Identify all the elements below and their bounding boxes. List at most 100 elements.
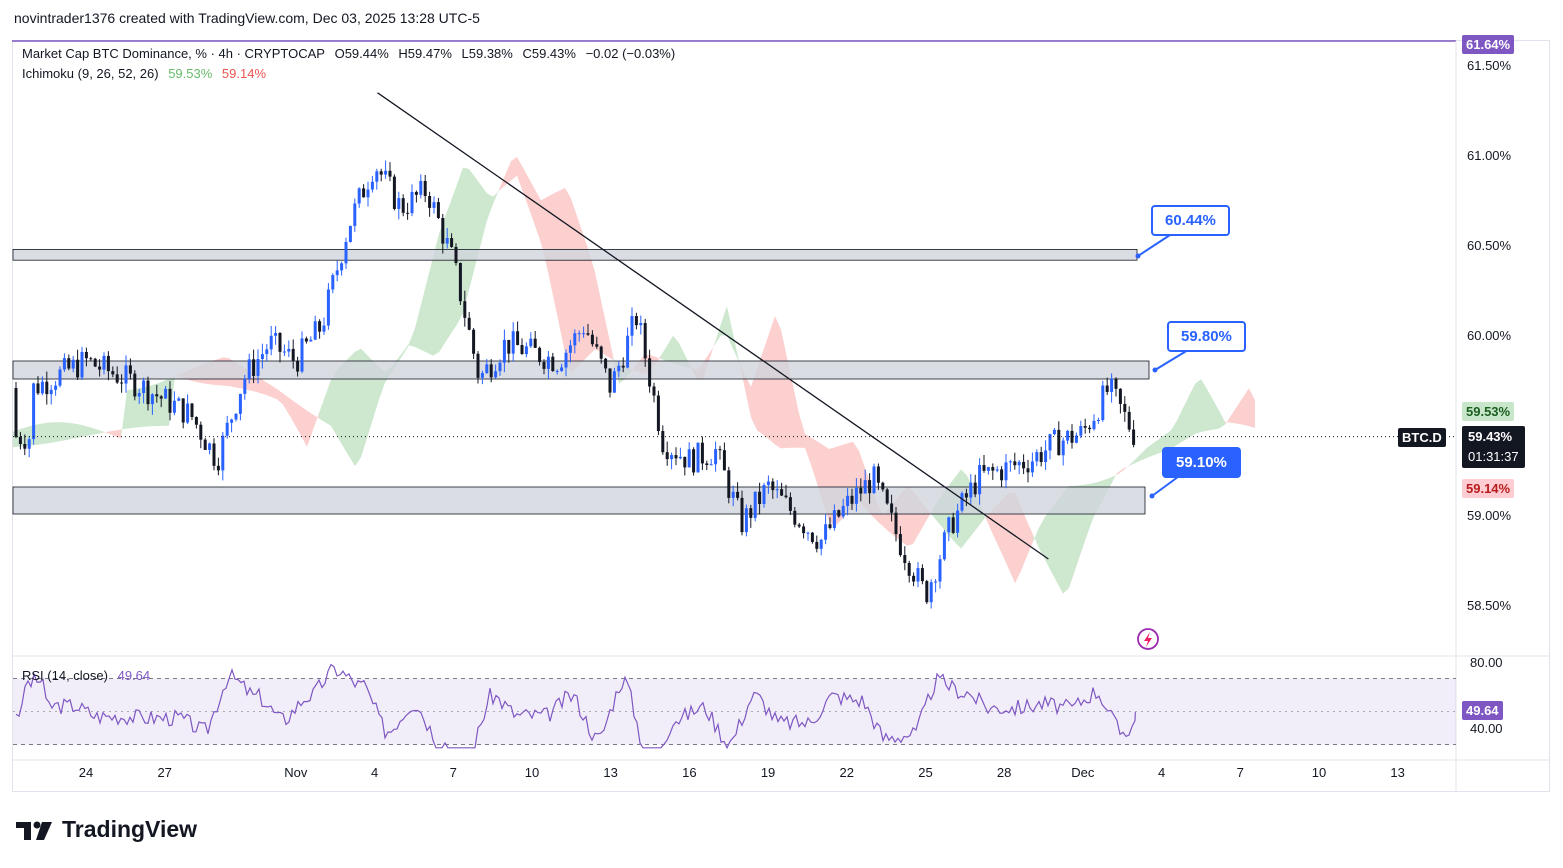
candle-body: [573, 333, 577, 346]
cloud-segment: [991, 505, 997, 544]
candle-body: [159, 396, 163, 399]
candle-body: [98, 366, 102, 370]
symbol-legend[interactable]: Market Cap BTC Dominance, % · 4h · CRYPT…: [22, 46, 681, 61]
candle-body: [362, 188, 366, 198]
candle-body: [313, 321, 317, 340]
candle-body: [722, 450, 726, 471]
cloud-segment: [283, 393, 289, 415]
cloud-segment: [1231, 406, 1237, 424]
candle-body: [802, 526, 806, 534]
ichimoku-legend[interactable]: Ichimoku (9, 26, 52, 26) 59.53% 59.14%: [22, 66, 272, 81]
cloud-segment: [763, 333, 769, 440]
candle-body: [749, 508, 753, 518]
candle-body: [639, 323, 643, 326]
cloud-segment: [157, 381, 163, 426]
candle-body: [128, 365, 132, 374]
candle-body: [947, 517, 951, 533]
candle-body: [256, 358, 260, 376]
candle-body: [964, 493, 968, 498]
candle-body: [898, 534, 902, 556]
cloud-segment: [577, 216, 583, 368]
candle-body: [379, 171, 383, 175]
candle-body: [124, 365, 128, 384]
time-tick: 19: [761, 765, 775, 780]
candle-body: [630, 316, 634, 336]
cloud-segment: [79, 424, 85, 438]
rsi-legend[interactable]: RSI (14, close) 49.64: [22, 668, 156, 683]
cloud-segment: [265, 381, 271, 397]
cloud-segment: [589, 251, 595, 356]
candle-body: [1096, 419, 1100, 421]
candle-body: [894, 512, 898, 535]
price-axis[interactable]: 61.50% 61.00% 60.50% 60.00% 59.00% 58.50…: [1467, 58, 1512, 613]
candle-body: [146, 380, 150, 405]
candle-body: [621, 365, 625, 368]
candle-body: [331, 275, 335, 290]
time-axis[interactable]: 24 27 Nov 4 7 10 13 16 19 22 25 28 Dec 4 7 10 13: [79, 765, 1405, 780]
candle-body: [58, 369, 62, 386]
candle-body: [582, 333, 586, 335]
candle-body: [485, 364, 489, 374]
candle-body: [793, 510, 797, 525]
callout-pointer-dot: [1152, 367, 1158, 373]
callout-middle-zone[interactable]: 59.80%: [1167, 321, 1246, 352]
candle-body: [208, 443, 212, 450]
candle-body: [1101, 385, 1105, 420]
candle-body: [1070, 430, 1074, 443]
candle-body: [1017, 461, 1021, 466]
candle-body: [718, 449, 722, 451]
candle-body: [150, 394, 154, 405]
callout-pointer-line: [1137, 234, 1171, 257]
cloud-segment: [571, 198, 577, 374]
cloud-segment: [1147, 443, 1153, 458]
candle-body: [810, 532, 814, 542]
time-tick: 25: [918, 765, 932, 780]
candle-body: [291, 348, 295, 361]
candle-body: [991, 467, 995, 471]
last-price-value: 59.43%: [1468, 429, 1513, 444]
candle-body: [282, 351, 286, 353]
candle-body: [36, 383, 40, 394]
callout-pointer-dot: [1135, 253, 1141, 259]
candle-body: [916, 568, 920, 582]
ohlc-close: C59.43%: [522, 46, 576, 61]
candle-body: [876, 466, 880, 483]
cloud-segment: [1009, 492, 1015, 584]
rsi-axis[interactable]: 80.00 40.00: [1470, 655, 1503, 736]
candle-body: [560, 367, 564, 371]
cloud-segment: [733, 333, 739, 363]
candle-body: [775, 489, 779, 491]
cloud-segment: [799, 413, 805, 448]
candle-body: [278, 332, 282, 352]
candle-body: [1118, 388, 1122, 404]
candle-body: [326, 289, 330, 326]
cloud-segment: [55, 422, 61, 443]
price-tick: 61.00%: [1467, 148, 1512, 163]
candle-body: [23, 443, 27, 449]
callout-upper-zone[interactable]: 60.44%: [1151, 205, 1230, 236]
callout-lower-zone[interactable]: 59.10%: [1162, 447, 1241, 478]
candle-body: [269, 335, 273, 350]
candle-body: [986, 467, 990, 471]
candle-body: [221, 435, 225, 471]
candle-body: [1044, 450, 1048, 463]
cloud-segment: [499, 175, 505, 191]
candle-body: [1074, 435, 1078, 443]
time-tick: 10: [525, 765, 539, 780]
cloud-segment: [349, 351, 355, 467]
candle-body: [678, 456, 682, 459]
alert-icon[interactable]: [1137, 628, 1159, 650]
tradingview-brand[interactable]: TradingView: [16, 816, 197, 843]
candle-body: [1127, 411, 1131, 430]
ohlc-open: O59.44%: [334, 46, 389, 61]
candle-body: [414, 191, 418, 195]
candle-body: [423, 180, 427, 196]
candle-body: [230, 419, 234, 423]
trendline[interactable]: [377, 92, 1049, 560]
candle-body: [441, 218, 445, 244]
cloud-segment: [403, 343, 409, 355]
candle-body: [714, 449, 718, 465]
candle-body: [1079, 426, 1083, 436]
cloud-segment: [1189, 383, 1195, 438]
